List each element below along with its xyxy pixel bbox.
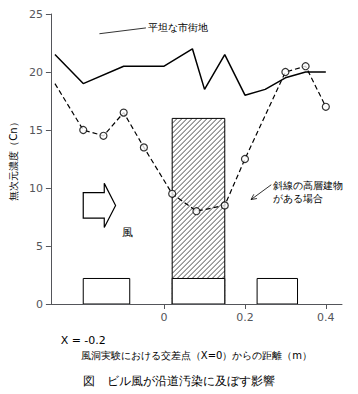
- svg-text:がある場合: がある場合: [273, 193, 323, 204]
- svg-text:斜線の高層建物: 斜線の高層建物: [273, 180, 343, 191]
- svg-text:25: 25: [29, 8, 43, 21]
- svg-text:15: 15: [29, 124, 43, 137]
- svg-text:5: 5: [36, 240, 43, 253]
- svg-text:風洞実験における交差点（X=0）からの距離（m）: 風洞実験における交差点（X=0）からの距離（m）: [81, 350, 312, 361]
- svg-text:0.4: 0.4: [317, 311, 335, 324]
- svg-text:10: 10: [29, 182, 43, 195]
- svg-text:X = -0.2: X = -0.2: [61, 334, 106, 347]
- svg-text:平坦な市街地: 平坦な市街地: [148, 22, 208, 33]
- svg-text:0.2: 0.2: [236, 311, 254, 324]
- svg-text:20: 20: [29, 66, 43, 79]
- svg-text:0: 0: [161, 311, 168, 324]
- svg-text:図 ビル風が沿道汚染に及ぼす影響: 図 ビル風が沿道汚染に及ぼす影響: [83, 374, 275, 388]
- svg-text:0: 0: [36, 298, 43, 311]
- svg-text:無次元濃度（Cn）: 無次元濃度（Cn）: [8, 117, 19, 200]
- svg-text:風: 風: [122, 226, 133, 239]
